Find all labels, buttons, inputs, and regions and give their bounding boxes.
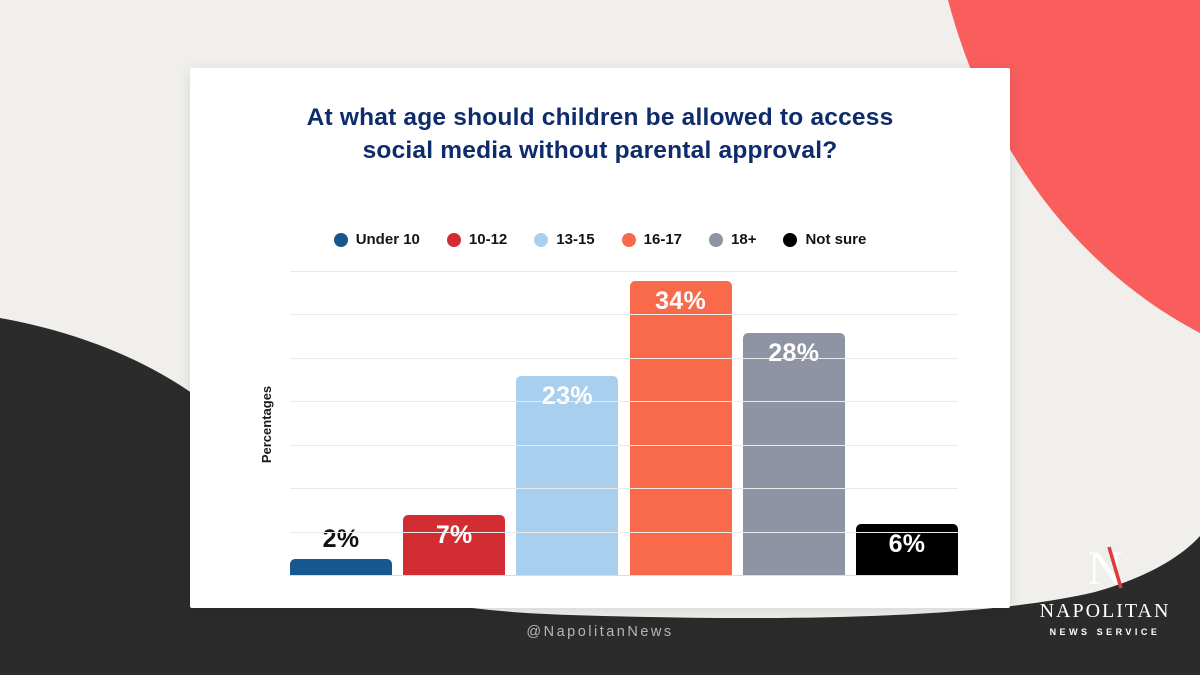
- logo-n-icon: N: [1088, 542, 1123, 594]
- legend-item-10-12: 10-12: [446, 231, 508, 248]
- bar-value-label-13-15: 23%: [541, 382, 593, 411]
- chart-card: At what age should children be allowed t…: [190, 68, 1010, 608]
- bar-18-: 28%: [742, 332, 845, 576]
- gridline: [290, 271, 958, 272]
- legend-label-13-15: 13-15: [556, 231, 595, 248]
- gridline: [290, 531, 958, 533]
- bar-value-label-not-sure: 6%: [888, 529, 926, 558]
- logo-name: NAPOLITAN: [1039, 600, 1171, 622]
- bar-10-12: 7%: [403, 515, 506, 576]
- social-handle: @NapolitanNews: [526, 624, 674, 640]
- legend-dot-icon: [621, 232, 636, 247]
- legend-item-not-sure: Not sure: [783, 231, 866, 248]
- legend-item-13-15: 13-15: [534, 231, 595, 248]
- legend-item-16-17: 16-17: [621, 231, 683, 248]
- legend-dot-icon: [534, 232, 549, 247]
- gridline: [290, 488, 958, 490]
- logo-tagline: NEWS SERVICE: [1049, 627, 1161, 637]
- bar-chart-plot: 2% 7% 23% 34% 28% 6%: [290, 271, 958, 576]
- bar-16-17: 34%: [629, 280, 732, 576]
- coral-blob: [948, 0, 1200, 333]
- legend-label-10-12: 10-12: [468, 231, 508, 248]
- legend-dot-icon: [446, 232, 461, 247]
- y-axis-label: Percentages: [259, 385, 275, 463]
- bar-value-label-16-17: 34%: [655, 286, 707, 315]
- logo-monogram: N: [1088, 542, 1123, 594]
- gridline: [290, 401, 958, 403]
- gridline: [290, 314, 958, 316]
- legend-label-18-: 18+: [731, 231, 757, 248]
- legend-item-under-10: Under 10: [333, 231, 420, 248]
- bar-under-10: 2%: [290, 525, 392, 576]
- bar-value-label-18-: 28%: [768, 338, 820, 367]
- bar-value-label-under-10: 2%: [322, 524, 360, 553]
- legend-label-16-17: 16-17: [643, 231, 683, 248]
- legend-dot-icon: [333, 232, 348, 247]
- chart-legend: Under 10 10-12 13-15 16-17 18+ Not sure: [190, 231, 1010, 248]
- gridline: [290, 357, 958, 359]
- bar-13-15: 23%: [516, 376, 619, 576]
- bar-value-label-10-12: 7%: [435, 521, 473, 550]
- gridline: [290, 444, 958, 446]
- bars-container: 2% 7% 23% 34% 28% 6%: [290, 272, 958, 576]
- legend-dot-icon: [783, 232, 798, 247]
- brand-logo: N NAPOLITAN NEWS SERVICE: [1030, 542, 1180, 637]
- chart-title: At what age should children be allowed t…: [306, 104, 894, 164]
- x-axis-line: [290, 575, 958, 576]
- y-axis-label-wrap: Percentages: [248, 272, 286, 576]
- logo-red-slash: [1107, 546, 1123, 589]
- legend-label-not-sure: Not sure: [805, 231, 867, 248]
- legend-label-under-10: Under 10: [355, 231, 420, 248]
- legend-dot-icon: [709, 232, 724, 247]
- legend-item-18-: 18+: [709, 231, 756, 248]
